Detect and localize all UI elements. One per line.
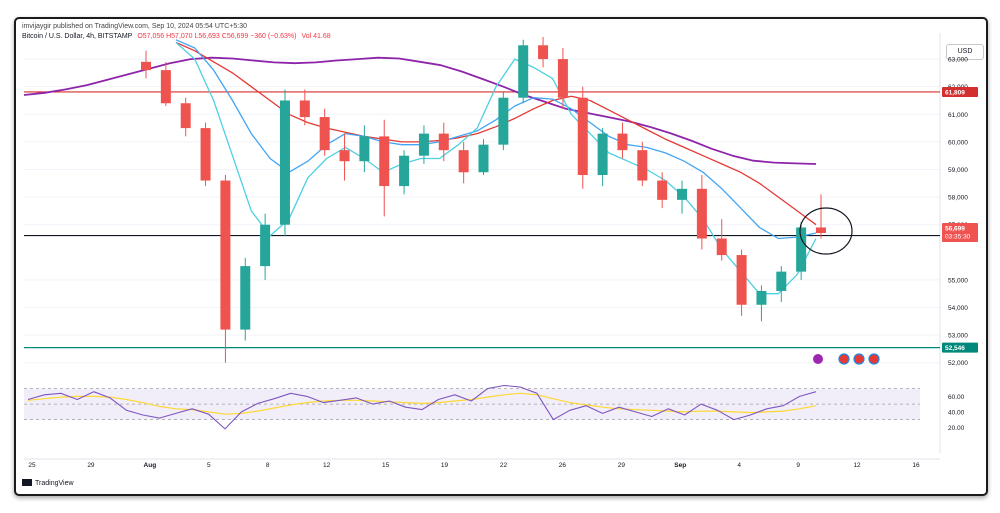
- symbol-label: Bitcoin / U.S. Dollar, 4h, BITSTAMP: [22, 33, 133, 40]
- candle-body: [438, 133, 449, 151]
- level-price-tag: [942, 86, 978, 97]
- candle-body: [260, 224, 271, 267]
- time-tick-label: 29: [618, 462, 626, 469]
- price-tick-label: 59,000: [948, 167, 968, 174]
- time-tick-label: 16: [912, 462, 920, 469]
- candle-body: [677, 188, 688, 200]
- candle-body: [399, 155, 410, 187]
- candle-body: [240, 266, 251, 330]
- candle-body: [577, 97, 588, 176]
- us-flag-icon: [853, 353, 865, 365]
- candle-body: [756, 290, 767, 305]
- candle-body: [319, 117, 330, 151]
- candle-body: [696, 188, 707, 239]
- price-tick-label: 61,000: [948, 112, 968, 119]
- candle-body: [816, 227, 826, 233]
- candle-body: [597, 133, 608, 176]
- time-tick-label: 19: [441, 462, 449, 469]
- candle-body: [518, 45, 529, 98]
- ma-purple-line: [23, 56, 817, 165]
- volume-value: Vol 41.68: [301, 33, 331, 40]
- candle-body: [339, 150, 350, 162]
- candle-body: [458, 150, 469, 173]
- time-tick-label: 5: [207, 462, 211, 469]
- candle-body: [776, 271, 787, 291]
- us-flag-icon: [838, 353, 850, 365]
- lightning-icon: [813, 354, 823, 364]
- price-chart[interactable]: 63,00062,00061,00060,00059,00058,00057,0…: [16, 19, 982, 490]
- time-tick-label: 25: [28, 462, 36, 469]
- time-tick-label: 29: [87, 462, 95, 469]
- ma-cyan-line: [175, 42, 817, 295]
- publisher-line: imvijaygir published on TradingView.com,…: [22, 23, 247, 30]
- rsi-ma-line: [27, 392, 817, 415]
- price-tick-label: 55,000: [948, 277, 968, 284]
- time-tick-label: 12: [323, 462, 331, 469]
- price-tick-label: 58,000: [948, 195, 968, 202]
- time-tick-label: Sep: [674, 462, 686, 469]
- candle-body: [141, 61, 151, 71]
- rsi-tick-label: 60.00: [948, 394, 965, 401]
- level-price-tag: [942, 342, 978, 353]
- time-tick-label: 4: [737, 462, 741, 469]
- candle-body: [220, 180, 231, 330]
- us-flag-icon: [868, 353, 880, 365]
- level-price-label: 52,546: [945, 345, 965, 352]
- candle-body: [418, 133, 429, 156]
- time-tick-label: 9: [796, 462, 800, 469]
- level-price-label: 61,809: [945, 89, 965, 96]
- tradingview-icon: [22, 479, 32, 486]
- rsi-line: [27, 384, 817, 430]
- ohlc-values: O57,056 H57,070 L56,693 C56,699 −360 (−0…: [137, 33, 297, 40]
- time-tick-label: 8: [266, 462, 270, 469]
- price-tick-label: 63,000: [948, 57, 968, 64]
- candle-body: [299, 100, 310, 118]
- last-price-label: 56,699: [945, 226, 965, 233]
- ma-blue-line: [175, 39, 817, 240]
- time-tick-label: 22: [500, 462, 508, 469]
- price-tick-label: 52,000: [948, 360, 968, 367]
- candle-body: [538, 45, 549, 60]
- candle-body: [200, 128, 211, 181]
- price-tick-label: 53,000: [948, 333, 968, 340]
- candle-body: [716, 238, 727, 256]
- candle-body: [657, 180, 668, 200]
- candle-body: [498, 97, 509, 145]
- price-tick-label: 60,000: [948, 139, 968, 146]
- legend-line: Bitcoin / U.S. Dollar, 4h, BITSTAMP O57,…: [22, 33, 334, 40]
- candle-body: [796, 227, 807, 272]
- candle-body: [478, 144, 489, 173]
- chart-window: imvijaygir published on TradingView.com,…: [14, 17, 988, 496]
- highlight-ellipse: [799, 207, 853, 255]
- rsi-tick-label: 40.00: [948, 409, 965, 416]
- countdown-label: 03:35:30: [945, 234, 971, 241]
- tradingview-logo[interactable]: TradingView: [22, 479, 74, 487]
- last-price-tag: [942, 223, 978, 243]
- candle-body: [180, 103, 191, 129]
- candle-body: [160, 70, 171, 104]
- time-tick-label: Aug: [144, 462, 157, 469]
- time-tick-label: 26: [559, 462, 567, 469]
- rsi-tick-label: 20.00: [948, 425, 965, 432]
- time-tick-label: 12: [853, 462, 861, 469]
- time-tick-label: 15: [382, 462, 390, 469]
- brand-label: TradingView: [35, 480, 74, 487]
- price-tick-label: 54,000: [948, 305, 968, 312]
- candle-body: [379, 136, 390, 187]
- currency-button[interactable]: USD: [946, 44, 984, 60]
- candle-body: [637, 150, 648, 181]
- candle-body: [359, 136, 370, 162]
- candle-body: [736, 255, 747, 305]
- candle-body: [617, 133, 628, 151]
- candle-body: [279, 100, 290, 225]
- candle-body: [557, 59, 568, 98]
